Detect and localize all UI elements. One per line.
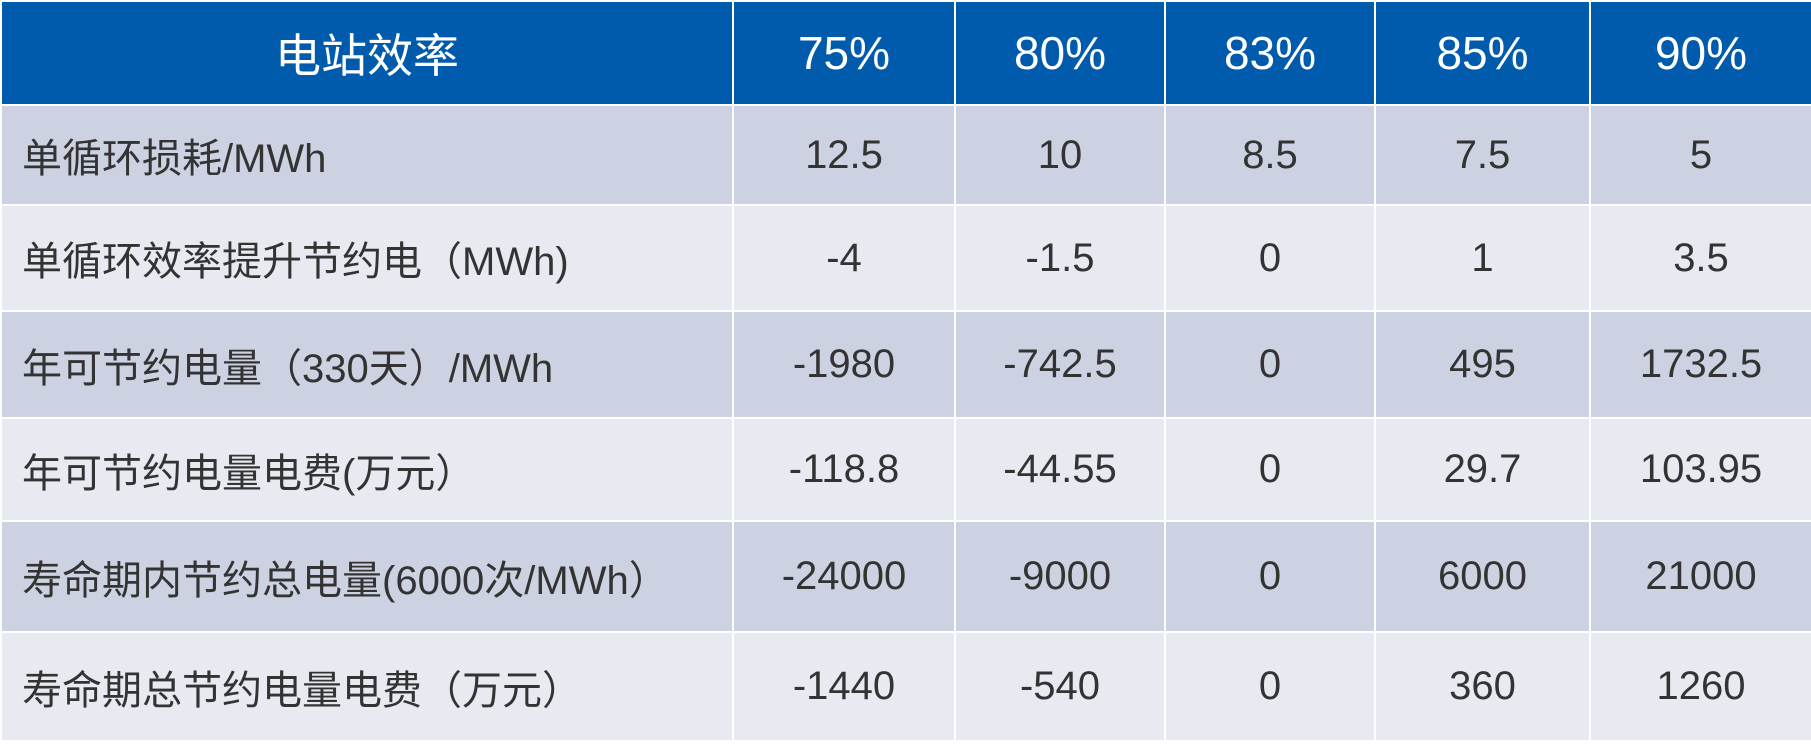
header-cell: 80% — [954, 0, 1166, 106]
row-label: 年可节约电量电费(万元） — [0, 417, 734, 522]
value-cell: 7.5 — [1374, 104, 1591, 206]
table-row: 寿命期内节约总电量(6000次/MWh） -24000 -9000 0 6000 2100… — [0, 520, 1811, 633]
value-cell: -118.8 — [732, 417, 956, 522]
row-label: 单循环损耗/MWh — [0, 104, 734, 206]
value-cell: 8.5 — [1164, 104, 1376, 206]
row-label: 年可节约电量（330天）/MWh — [0, 310, 734, 419]
value-cell: -1.5 — [954, 204, 1166, 312]
value-cell: 3.5 — [1589, 204, 1811, 312]
value-cell: 5 — [1589, 104, 1811, 206]
row-label: 寿命期内节约总电量(6000次/MWh） — [0, 520, 734, 633]
table-row: 单循环效率提升节约电（MWh) -4 -1.5 0 1 3.5 — [0, 204, 1811, 312]
value-cell: 1260 — [1589, 631, 1811, 742]
value-cell: 0 — [1164, 417, 1376, 522]
value-cell: 1 — [1374, 204, 1591, 312]
value-cell: 0 — [1164, 204, 1376, 312]
value-cell: 0 — [1164, 310, 1376, 419]
header-cell: 电站效率 — [0, 0, 734, 106]
value-cell: 103.95 — [1589, 417, 1811, 522]
value-cell: -1440 — [732, 631, 956, 742]
value-cell: -9000 — [954, 520, 1166, 633]
value-cell: -540 — [954, 631, 1166, 742]
value-cell: -4 — [732, 204, 956, 312]
value-cell: 12.5 — [732, 104, 956, 206]
value-cell: 21000 — [1589, 520, 1811, 633]
header-cell: 83% — [1164, 0, 1376, 106]
value-cell: 360 — [1374, 631, 1591, 742]
table-row: 年可节约电量电费(万元） -118.8 -44.55 0 29.7 103.95 — [0, 417, 1811, 522]
value-cell: 6000 — [1374, 520, 1591, 633]
value-cell: 29.7 — [1374, 417, 1591, 522]
table-row: 寿命期总节约电量电费（万元） -1440 -540 0 360 1260 — [0, 631, 1811, 742]
row-label: 单循环效率提升节约电（MWh) — [0, 204, 734, 312]
header-cell: 90% — [1589, 0, 1811, 106]
header-cell: 85% — [1374, 0, 1591, 106]
value-cell: 0 — [1164, 631, 1376, 742]
header-row: 电站效率 75% 80% 83% 85% 90% — [0, 0, 1811, 106]
value-cell: -742.5 — [954, 310, 1166, 419]
value-cell: -24000 — [732, 520, 956, 633]
table-body: 单循环损耗/MWh 12.5 10 8.5 7.5 5 单循环效率提升节约电（MWh) -4-… — [0, 104, 1811, 742]
value-cell: 0 — [1164, 520, 1376, 633]
table-row: 年可节约电量（330天）/MWh -1980 -742.5 0 495 1732.5 — [0, 310, 1811, 419]
value-cell: 10 — [954, 104, 1166, 206]
table-row: 单循环损耗/MWh 12.5 10 8.5 7.5 5 — [0, 104, 1811, 206]
row-label: 寿命期总节约电量电费（万元） — [0, 631, 734, 742]
header-cell: 75% — [732, 0, 956, 106]
value-cell: 495 — [1374, 310, 1591, 419]
value-cell: 1732.5 — [1589, 310, 1811, 419]
value-cell: -1980 — [732, 310, 956, 419]
value-cell: -44.55 — [954, 417, 1166, 522]
